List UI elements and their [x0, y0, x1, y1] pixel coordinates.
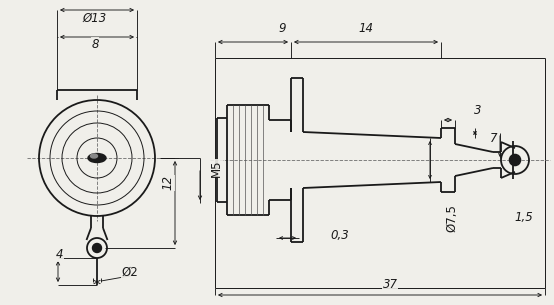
Circle shape [509, 154, 521, 166]
Ellipse shape [90, 154, 98, 158]
Text: M5: M5 [209, 159, 223, 177]
Text: 37: 37 [382, 278, 398, 292]
Text: 4: 4 [57, 249, 64, 261]
Ellipse shape [88, 153, 106, 163]
Text: Ø7,5: Ø7,5 [445, 204, 459, 232]
Text: Ø2: Ø2 [122, 265, 138, 278]
Text: 12: 12 [162, 175, 175, 191]
Text: 7: 7 [490, 131, 497, 145]
Text: 9: 9 [278, 21, 286, 34]
Text: 8: 8 [91, 38, 99, 51]
Circle shape [93, 243, 101, 253]
Text: 14: 14 [358, 21, 373, 34]
Text: Ø13: Ø13 [83, 12, 107, 24]
Text: 3: 3 [474, 103, 482, 117]
Text: 0,3: 0,3 [331, 228, 350, 242]
Text: 1,5: 1,5 [515, 211, 534, 224]
